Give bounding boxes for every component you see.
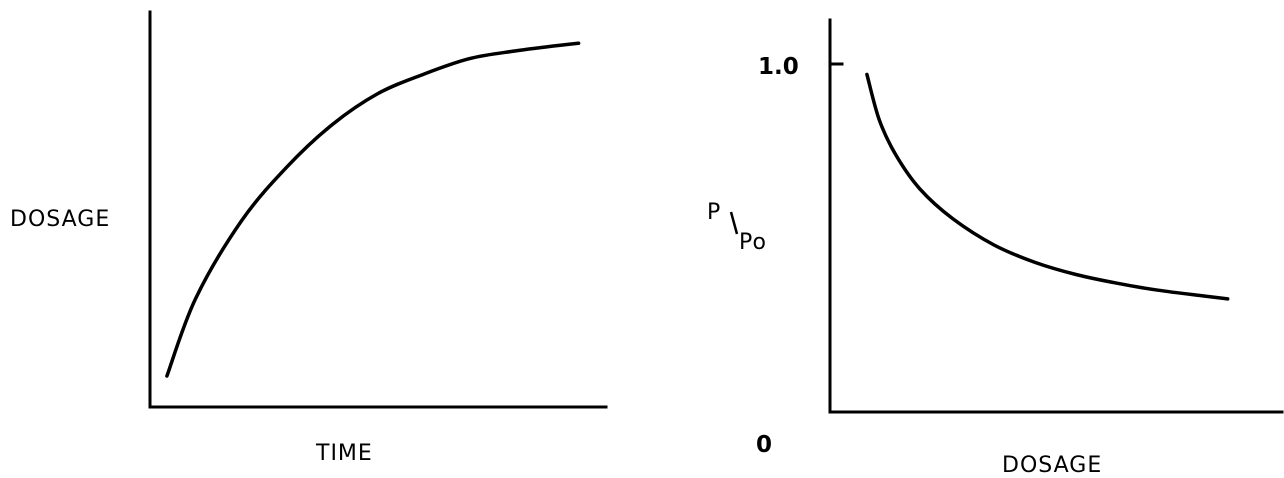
chart-ratio-vs-dosage: 1.0 0 P Po DOSAGE — [707, 18, 1284, 478]
y-axis-label-main: P — [707, 200, 721, 225]
y-axis-label: P Po — [707, 200, 767, 255]
y-tick-label-1: 1.0 — [758, 54, 799, 80]
x-axis-label: TIME — [315, 441, 373, 466]
y-axis-label: DOSAGE — [10, 207, 110, 232]
chart-dosage-vs-time: DOSAGE TIME — [10, 10, 608, 466]
series-line — [165, 41, 581, 378]
y-axis-label-sub: Po — [739, 230, 767, 255]
y-tick-label-0: 0 — [756, 432, 772, 458]
series-line — [865, 72, 1230, 301]
x-axis-label: DOSAGE — [1002, 453, 1102, 478]
y-axis-label-slash — [729, 211, 739, 235]
